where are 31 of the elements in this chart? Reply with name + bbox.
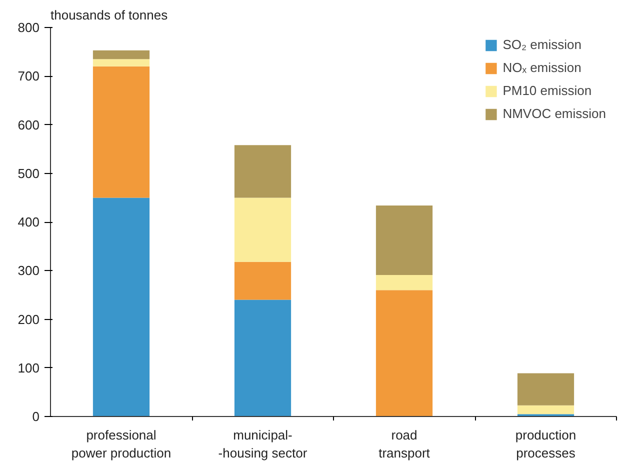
y-tick-label: 800 <box>18 20 40 35</box>
legend-label: NOₓ emission <box>502 60 582 75</box>
legend-label: SO₂ emission <box>502 37 582 52</box>
x-tick-label: road transport <box>378 428 430 460</box>
x-tick-label: professional power production <box>71 428 172 460</box>
bar <box>92 198 150 416</box>
y-tick-label: 500 <box>18 166 40 181</box>
x-tick-label: production processes <box>515 428 576 460</box>
y-tick-label: 0 <box>32 409 40 424</box>
y-tick-label: 100 <box>18 360 40 376</box>
bar <box>234 300 292 416</box>
bar <box>92 59 150 66</box>
legend-label: PM10 emission <box>502 83 592 98</box>
bar <box>376 205 433 275</box>
y-tick-label: 600 <box>18 117 40 132</box>
bar <box>92 66 150 198</box>
bar <box>92 50 150 60</box>
y-tick-label: 200 <box>18 312 40 327</box>
bar <box>234 198 292 262</box>
legend-label: NMVOC emission <box>502 106 606 121</box>
y-tick-label: 300 <box>18 263 40 278</box>
bar <box>376 275 433 290</box>
y-tick-label: 400 <box>18 214 40 230</box>
bar <box>517 373 574 406</box>
bar <box>234 145 292 198</box>
bar <box>376 290 433 416</box>
y-axis-title: thousands of tonnes <box>50 8 168 22</box>
x-tick-label: municipal- -housing sector <box>218 428 308 460</box>
bar <box>234 262 292 300</box>
y-tick-label: 700 <box>18 68 40 84</box>
bar <box>517 405 574 414</box>
